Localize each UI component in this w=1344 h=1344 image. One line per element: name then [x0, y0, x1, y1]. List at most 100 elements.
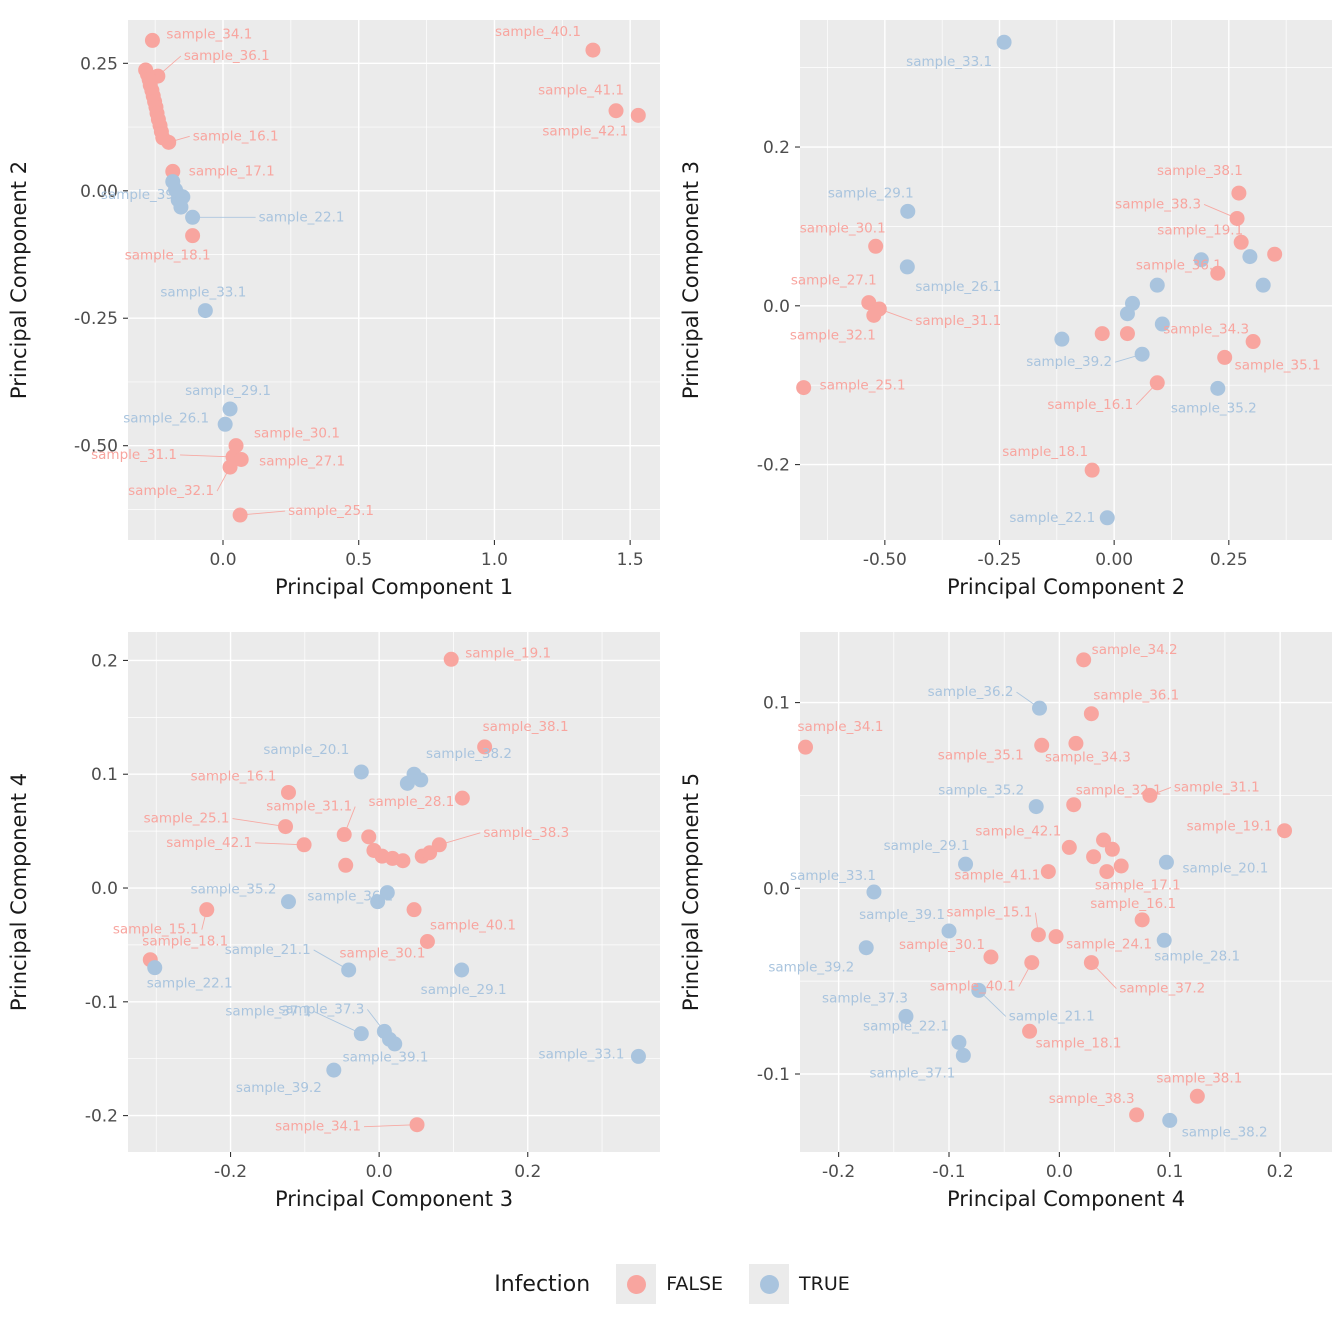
data-point — [1162, 1112, 1178, 1128]
data-point — [387, 1036, 403, 1052]
point-label: sample_35.2 — [938, 783, 1024, 799]
x-tick-label: -0.50 — [863, 550, 907, 570]
x-tick-label: 0.5 — [345, 550, 372, 570]
scatter-pc2-pc3: -0.50 -0.25 0.00 0.25 0.2 0.0 -0.2 Principal Co… — [679, 20, 1332, 599]
x-tick-label: 0.0 — [1046, 1162, 1073, 1182]
point-label: sample_33.1 — [160, 285, 246, 301]
data-point — [971, 982, 987, 998]
point-label: sample_34.3 — [1163, 322, 1249, 338]
point-label: sample_22.1 — [259, 209, 345, 225]
panel-background — [800, 20, 1332, 540]
data-point — [1022, 1023, 1038, 1039]
point-label: sample_25.1 — [288, 503, 374, 519]
data-point — [1040, 864, 1056, 880]
data-point — [1096, 832, 1112, 848]
y-tick-label: -0.2 — [757, 456, 790, 476]
x-tick-label: 0.0 — [366, 1162, 393, 1182]
data-point — [278, 819, 294, 835]
x-tick-label: -0.2 — [822, 1162, 855, 1182]
x-axis-title: Principal Component 2 — [947, 575, 1185, 599]
data-point — [798, 739, 814, 755]
data-point — [419, 933, 435, 949]
point-label: sample_32.1 — [790, 327, 876, 343]
data-point — [280, 894, 296, 910]
data-point — [422, 845, 438, 861]
data-point — [199, 902, 215, 918]
point-label: sample_42.1 — [166, 835, 252, 851]
y-tick-label: 0.1 — [91, 765, 118, 785]
point-label: sample_16.1 — [1090, 896, 1176, 912]
data-point — [228, 438, 244, 454]
y-axis-title: Principal Component 5 — [679, 773, 703, 1011]
data-point — [868, 238, 884, 254]
data-point — [395, 853, 411, 869]
data-point — [1030, 927, 1046, 943]
data-point — [585, 42, 601, 58]
point-label: sample_30.1 — [340, 945, 426, 961]
point-label: sample_31.1 — [266, 799, 352, 815]
data-point — [1061, 839, 1077, 855]
point-label: sample_36.1 — [1093, 688, 1179, 704]
y-tick-label: 0.00 — [80, 182, 118, 202]
point-label: sample_30.1 — [899, 937, 985, 953]
legend: Infection FALSE TRUE — [0, 1224, 1344, 1344]
data-point — [232, 507, 248, 523]
point-label: sample_38.1 — [483, 719, 569, 735]
label-leader-line — [255, 842, 305, 846]
data-point — [1028, 799, 1044, 815]
point-label: sample_30.1 — [800, 220, 886, 236]
x-tick-label: -0.2 — [214, 1162, 247, 1182]
data-point — [1245, 334, 1261, 350]
y-tick-label: -0.2 — [85, 1107, 118, 1127]
data-point — [1231, 185, 1247, 201]
data-point — [353, 1026, 369, 1042]
x-tick-label: 0.25 — [1210, 550, 1248, 570]
point-label: sample_39.2 — [768, 960, 854, 976]
x-tick-label: 0.00 — [1095, 550, 1133, 570]
y-tick-label: -0.25 — [74, 309, 118, 329]
data-point — [941, 923, 957, 939]
point-label: sample_20.1 — [1182, 860, 1268, 876]
label-leader-line — [232, 818, 286, 828]
x-tick-label: -0.25 — [978, 550, 1022, 570]
point-label: sample_35.1 — [938, 747, 1024, 763]
point-label: sample_39.2 — [236, 1080, 322, 1096]
data-point — [1086, 849, 1102, 865]
data-point — [175, 189, 191, 205]
point-label: sample_15.1 — [113, 922, 199, 938]
x-tick-label: 0.2 — [514, 1162, 541, 1182]
point-label: sample_20.1 — [263, 742, 349, 758]
data-point — [796, 380, 812, 396]
data-point — [144, 32, 160, 48]
data-point — [326, 1062, 342, 1078]
point-label: sample_38.3 — [1115, 196, 1201, 212]
data-point — [370, 894, 386, 910]
point-label: sample_36.1 — [1136, 257, 1222, 273]
point-label: sample_41.1 — [954, 868, 1040, 884]
point-label: sample_34.1 — [275, 1119, 361, 1135]
label-leader-line — [240, 510, 286, 516]
data-point — [1142, 787, 1158, 803]
data-point — [361, 829, 377, 845]
scatter-pc1-pc2: 0.0 0.5 1.0 1.5 0.25 0.00 -0.25 -0.50 Principal … — [7, 20, 660, 599]
point-label: sample_39.2 — [1026, 354, 1112, 370]
data-point — [296, 837, 312, 853]
panel-background — [128, 20, 660, 540]
data-point — [630, 1048, 646, 1064]
scatter-pc4-pc5: -0.2 -0.1 0.0 0.1 0.2 0.1 0.0 -0.1 Principal Com… — [679, 632, 1332, 1211]
point-label: sample_38.3 — [483, 825, 569, 841]
data-point — [341, 962, 357, 978]
point-label: sample_18.1 — [1002, 444, 1088, 460]
point-label: sample_40.1 — [430, 918, 516, 934]
point-label: sample_33.1 — [539, 1046, 625, 1062]
x-tick-label: 0.1 — [1156, 1162, 1183, 1182]
point-label: sample_35.1 — [1235, 357, 1321, 373]
data-point — [217, 416, 233, 432]
point-label: sample_19.1 — [1157, 222, 1243, 238]
point-label: sample_39.1 — [343, 1049, 429, 1065]
point-label: sample_25.1 — [144, 811, 230, 827]
point-label: sample_38.3 — [1049, 1091, 1135, 1107]
point-label: sample_36.1 — [184, 48, 270, 64]
point-label: sample_34.1 — [798, 719, 884, 735]
